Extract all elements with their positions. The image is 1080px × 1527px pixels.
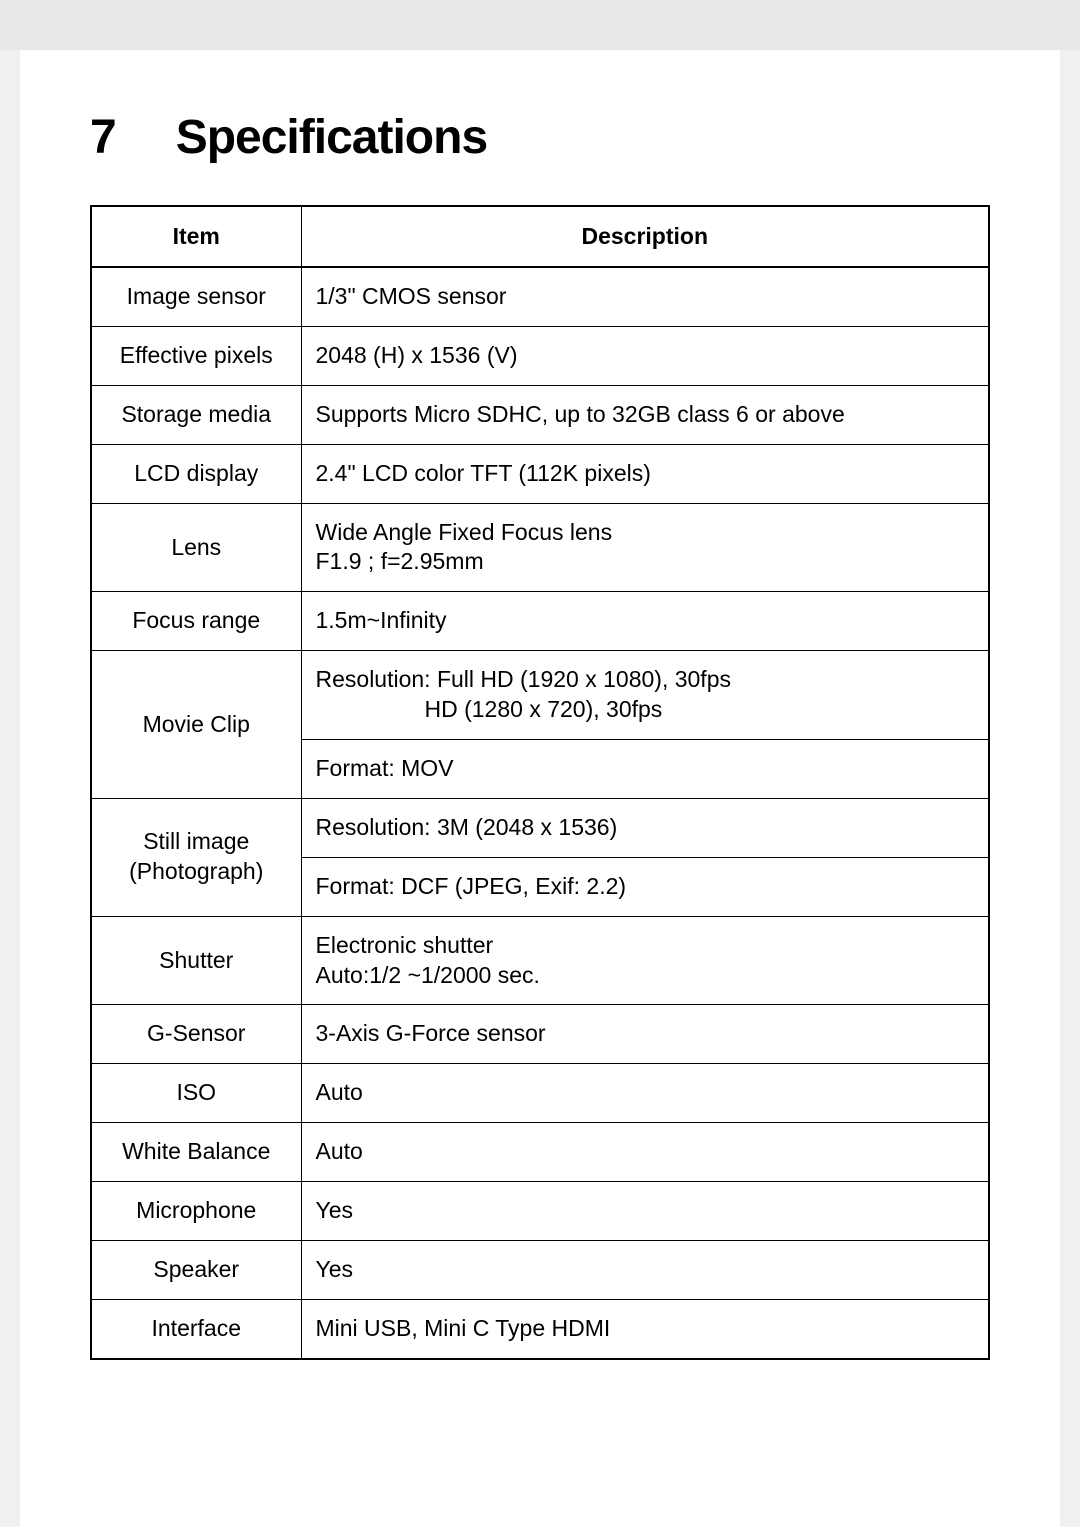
chapter-heading: 7 Specifications (90, 110, 990, 165)
table-row: Microphone Yes (91, 1182, 989, 1241)
desc-line: F1.9 ; f=2.95mm (316, 548, 484, 574)
chapter-number: 7 (90, 110, 116, 165)
item-cell: Storage media (91, 385, 301, 444)
desc-line: HD (1280 x 720), 30fps (316, 695, 975, 725)
desc-line: Electronic shutter (316, 932, 494, 958)
header-description: Description (301, 206, 989, 267)
chapter-title: Specifications (176, 110, 487, 165)
desc-line: Wide Angle Fixed Focus lens (316, 519, 613, 545)
desc-cell: 1/3" CMOS sensor (301, 267, 989, 326)
table-header-row: Item Description (91, 206, 989, 267)
item-cell: LCD display (91, 444, 301, 503)
desc-cell: Auto (301, 1064, 989, 1123)
desc-cell: Format: MOV (301, 740, 989, 799)
item-cell: Effective pixels (91, 326, 301, 385)
desc-cell: Wide Angle Fixed Focus lens F1.9 ; f=2.9… (301, 503, 989, 592)
item-cell: Microphone (91, 1182, 301, 1241)
desc-cell: Resolution: 3M (2048 x 1536) (301, 798, 989, 857)
desc-cell: 2.4" LCD color TFT (112K pixels) (301, 444, 989, 503)
item-cell: Still image (Photograph) (91, 798, 301, 916)
page: 7 Specifications Item Description Image … (20, 50, 1060, 1527)
desc-cell: Format: DCF (JPEG, Exif: 2.2) (301, 857, 989, 916)
item-line: Still image (143, 828, 249, 854)
desc-cell: Yes (301, 1182, 989, 1241)
item-cell: Movie Clip (91, 651, 301, 799)
table-row: Focus range 1.5m~Infinity (91, 592, 989, 651)
specifications-table: Item Description Image sensor 1/3" CMOS … (90, 205, 990, 1360)
desc-cell: Mini USB, Mini C Type HDMI (301, 1299, 989, 1358)
table-row: Movie Clip Resolution: Full HD (1920 x 1… (91, 651, 989, 740)
desc-cell: 2048 (H) x 1536 (V) (301, 326, 989, 385)
table-row: LCD display 2.4" LCD color TFT (112K pix… (91, 444, 989, 503)
item-cell: Interface (91, 1299, 301, 1358)
table-row: White Balance Auto (91, 1123, 989, 1182)
top-bar (0, 0, 1080, 50)
desc-cell: Supports Micro SDHC, up to 32GB class 6 … (301, 385, 989, 444)
table-row: Image sensor 1/3" CMOS sensor (91, 267, 989, 326)
desc-cell: 3-Axis G-Force sensor (301, 1005, 989, 1064)
desc-cell: Resolution: Full HD (1920 x 1080), 30fps… (301, 651, 989, 740)
item-cell: G-Sensor (91, 1005, 301, 1064)
table-row: ISO Auto (91, 1064, 989, 1123)
desc-cell: Electronic shutter Auto:1/2 ~1/2000 sec. (301, 916, 989, 1005)
table-row: Still image (Photograph) Resolution: 3M … (91, 798, 989, 857)
table-row: Lens Wide Angle Fixed Focus lens F1.9 ; … (91, 503, 989, 592)
desc-cell: Auto (301, 1123, 989, 1182)
item-cell: ISO (91, 1064, 301, 1123)
table-row: Shutter Electronic shutter Auto:1/2 ~1/2… (91, 916, 989, 1005)
item-cell: White Balance (91, 1123, 301, 1182)
item-line: (Photograph) (129, 858, 263, 884)
table-row: Interface Mini USB, Mini C Type HDMI (91, 1299, 989, 1358)
item-cell: Shutter (91, 916, 301, 1005)
desc-line: Auto:1/2 ~1/2000 sec. (316, 962, 540, 988)
table-row: Effective pixels 2048 (H) x 1536 (V) (91, 326, 989, 385)
desc-line: Resolution: Full HD (1920 x 1080), 30fps (316, 666, 732, 692)
table-row: Speaker Yes (91, 1241, 989, 1300)
item-cell: Lens (91, 503, 301, 592)
desc-cell: 1.5m~Infinity (301, 592, 989, 651)
desc-cell: Yes (301, 1241, 989, 1300)
item-cell: Image sensor (91, 267, 301, 326)
table-row: G-Sensor 3-Axis G-Force sensor (91, 1005, 989, 1064)
header-item: Item (91, 206, 301, 267)
table-row: Storage media Supports Micro SDHC, up to… (91, 385, 989, 444)
item-cell: Focus range (91, 592, 301, 651)
item-cell: Speaker (91, 1241, 301, 1300)
